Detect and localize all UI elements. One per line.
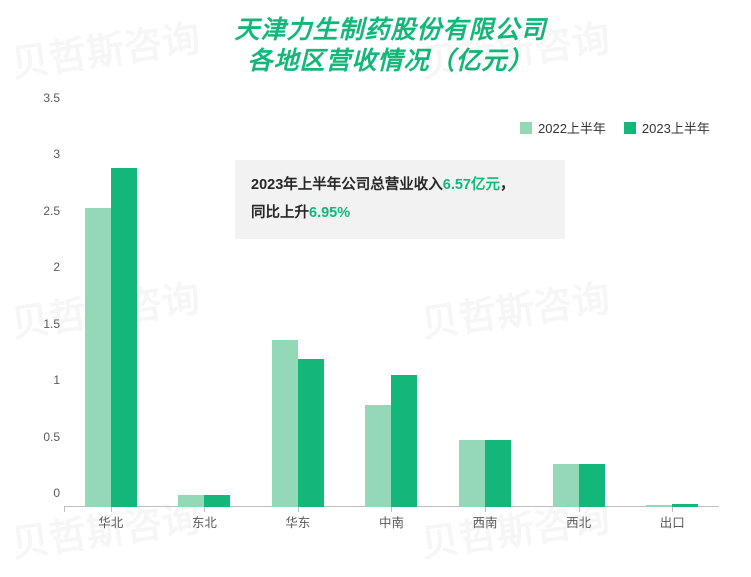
y-tick-label: 0.5	[30, 430, 60, 444]
revenue-by-region-chart: 贝哲斯咨询 贝哲斯咨询 贝哲斯咨询 贝哲斯咨询 贝哲斯咨询 贝哲斯咨询 天津力生…	[0, 0, 751, 577]
bar	[272, 340, 298, 507]
bar	[204, 495, 230, 507]
x-tick-label: 中南	[379, 512, 404, 531]
x-tick-label: 东北	[192, 512, 217, 531]
bar	[178, 495, 204, 507]
x-tick-label: 华东	[285, 512, 310, 531]
y-tick-label: 2	[30, 260, 60, 274]
bar	[391, 375, 417, 507]
y-tick-label: 1.5	[30, 317, 60, 331]
bar	[85, 208, 111, 507]
bar	[579, 464, 605, 507]
bar	[459, 440, 485, 507]
bar	[553, 464, 579, 507]
y-tick-label: 3	[30, 147, 60, 161]
x-tick-label: 华北	[98, 512, 123, 531]
y-tick-label: 1	[30, 373, 60, 387]
y-tick-label: 2.5	[30, 204, 60, 218]
bar	[672, 504, 698, 507]
x-tick-label: 西南	[473, 512, 498, 531]
chart-title-line1: 天津力生制药股份有限公司	[60, 15, 721, 46]
bar	[365, 405, 391, 507]
y-tick-label: 3.5	[30, 91, 60, 105]
x-axis-labels: 华北 东北 华东 中南 西南 西北 出口	[64, 512, 719, 532]
bar	[111, 168, 137, 507]
chart-title: 天津力生制药股份有限公司 各地区营收情况（亿元）	[60, 15, 721, 78]
plot-area	[64, 112, 719, 507]
bar	[298, 359, 324, 507]
x-tick-label: 西北	[566, 512, 591, 531]
bar	[485, 440, 511, 507]
chart-title-line2: 各地区营收情况（亿元）	[60, 46, 721, 77]
x-tick-label: 出口	[660, 512, 685, 531]
y-axis: 00.511.522.533.5	[30, 112, 60, 507]
bar	[646, 505, 672, 507]
y-tick-label: 0	[30, 486, 60, 500]
